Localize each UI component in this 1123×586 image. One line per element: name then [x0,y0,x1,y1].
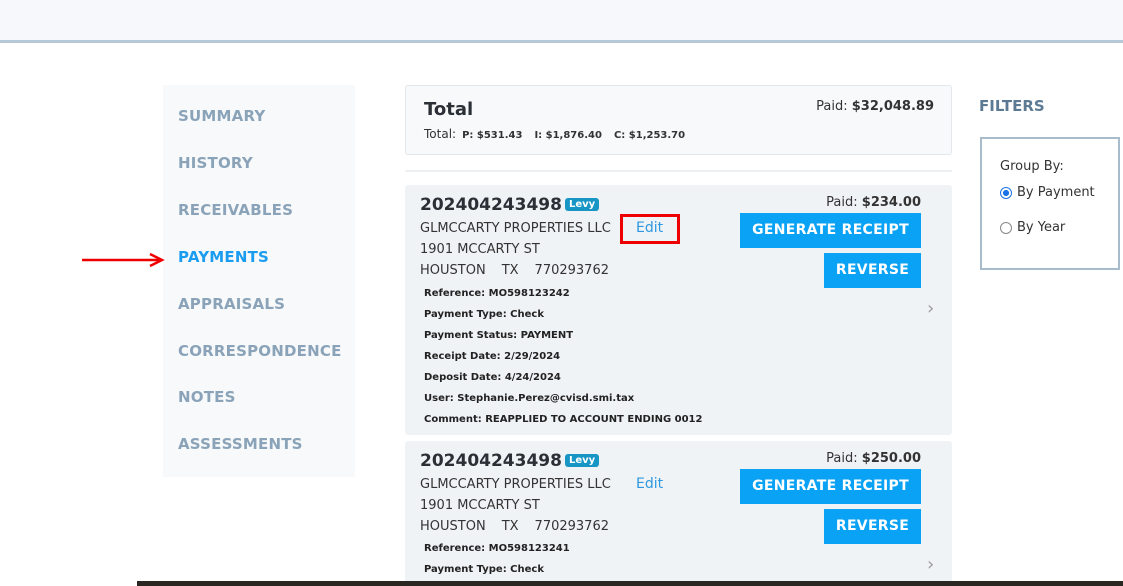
chevron-right-icon[interactable]: › [927,298,935,319]
total-label: Total: [424,127,457,141]
total-breakdown: Total: P: $531.43 I: $1,876.40 C: $1,253.70 [424,127,691,141]
generate-receipt-button[interactable]: GENERATE RECEIPT [740,469,921,504]
sidebar-item-payments[interactable]: PAYMENTS [178,248,270,266]
payment-number: 202404243498 Levy [420,451,600,471]
generate-receipt-button[interactable]: GENERATE RECEIPT [740,213,921,248]
sidebar-item-summary[interactable]: SUMMARY [178,107,266,125]
filters-panel: Group By: By Payment By Year [980,137,1120,270]
sidebar-item-correspondence[interactable]: CORRESPONDENCE [178,342,342,360]
total-card: Total Total: P: $531.43 I: $1,876.40 C: $1,… [405,85,952,155]
sidebar-item-appraisals[interactable]: APPRAISALS [178,295,286,313]
radio-unchecked-icon[interactable] [1000,221,1012,234]
sidebar-item-notes[interactable]: NOTES [178,388,236,406]
top-header [0,0,1123,43]
edit-link[interactable]: Edit [636,476,664,492]
levy-badge: Levy [564,198,600,211]
detail-comment: Comment: REAPPLIED TO ACCOUNT ENDING 001… [424,414,703,425]
total-collection: C: $1,253.70 [613,130,686,141]
detail-reference: Reference: MO598123242 [424,288,570,299]
payment-card: 202404243498 Levy GLMCCARTY PROPERTIES LL… [405,185,952,435]
divider [405,170,952,172]
total-principal: P: $531.43 [462,130,523,141]
detail-payment-type: Payment Type: Check [424,564,544,575]
filters-title: FILTERS [979,97,1045,115]
edit-link[interactable]: Edit [636,220,664,236]
payment-card: 202404243498 Levy GLMCCARTY PROPERTIES LL… [405,441,952,586]
detail-receipt-date: Receipt Date: 2/29/2024 [424,351,561,362]
detail-payment-status: Payment Status: PAYMENT [424,330,574,341]
payment-paid: Paid: $234.00 [826,195,921,210]
payment-number: 202404243498 Levy [420,195,600,215]
total-paid: Paid: $32,048.89 [816,99,934,114]
detail-payment-type: Payment Type: Check [424,309,544,320]
sidebar-item-history[interactable]: HISTORY [178,154,253,172]
annotation-highlight-box [620,214,680,244]
levy-badge: Levy [564,454,600,467]
chevron-right-icon[interactable]: › [927,554,935,575]
total-interest: I: $1,876.40 [534,130,602,141]
detail-reference: Reference: MO598123241 [424,543,570,554]
detail-user: User: Stephanie.Perez@cvisd.smi.tax [424,393,635,404]
taskbar-strip [137,581,1123,586]
owner-name: GLMCCARTY PROPERTIES LLC [420,221,611,236]
owner-city: HOUSTON TX 770293762 [420,263,609,278]
detail-deposit-date: Deposit Date: 4/24/2024 [424,372,561,383]
payment-paid: Paid: $250.00 [826,451,921,466]
owner-city: HOUSTON TX 770293762 [420,519,609,534]
reverse-button[interactable]: REVERSE [824,509,921,544]
radio-by-payment[interactable]: By Payment [1000,185,1095,200]
group-by-label: Group By: [1000,159,1064,174]
annotation-arrow-icon [82,252,165,268]
owner-name: GLMCCARTY PROPERTIES LLC [420,477,611,492]
sidebar-nav: SUMMARY HISTORY RECEIVABLES PAYMENTS APP… [163,85,355,477]
total-title: Total [424,99,474,120]
owner-address: 1901 MCCARTY ST [420,498,540,513]
owner-address: 1901 MCCARTY ST [420,242,540,257]
reverse-button[interactable]: REVERSE [824,253,921,288]
radio-checked-icon[interactable] [1000,186,1012,199]
radio-by-year[interactable]: By Year [1000,220,1065,235]
sidebar-item-assessments[interactable]: ASSESSMENTS [178,435,303,453]
sidebar-item-receivables[interactable]: RECEIVABLES [178,201,294,219]
